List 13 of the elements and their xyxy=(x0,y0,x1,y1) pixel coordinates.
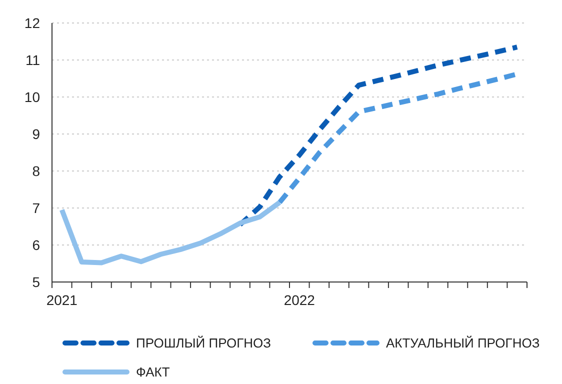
legend-label: АКТУАЛЬНЫЙ ПРОГНОЗ xyxy=(386,336,540,351)
y-tick-label: 10 xyxy=(24,88,40,105)
y-tick-label: 9 xyxy=(32,126,40,142)
x-tick-label: 2022 xyxy=(284,292,316,308)
x-tick-label: 2021 xyxy=(46,292,78,308)
y-tick-label: 12 xyxy=(24,14,40,31)
y-tick-label: 7 xyxy=(32,200,40,216)
y-tick-label: 5 xyxy=(32,274,40,290)
legend-label: ПРОШЛЫЙ ПРОГНОЗ xyxy=(136,336,272,351)
y-tick-label: 11 xyxy=(25,52,40,68)
legend-label: ФАКТ xyxy=(136,364,170,380)
y-tick-label: 8 xyxy=(32,162,40,179)
y-tick-label: 6 xyxy=(32,236,40,253)
